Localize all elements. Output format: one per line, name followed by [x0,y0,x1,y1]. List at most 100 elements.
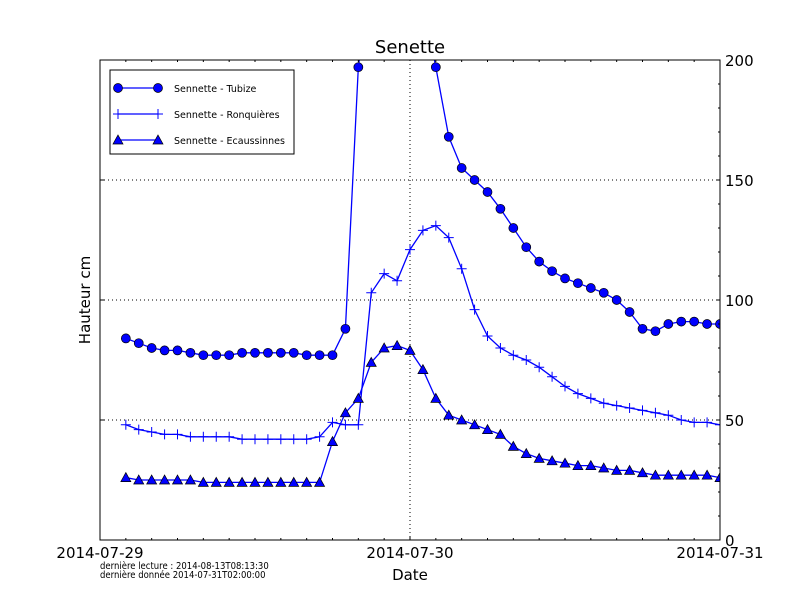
circle-marker [482,187,493,197]
series-circle [120,60,720,361]
plus-marker [198,431,209,442]
circle-marker [340,323,351,334]
triangle-marker [152,134,164,145]
triangle-marker [404,344,416,355]
plus-marker [547,371,558,382]
triangle-marker [275,476,287,487]
plus-marker [637,405,648,416]
circle-marker [456,163,467,173]
triangle-marker [598,462,610,473]
y-tick-label: 50 [725,412,744,430]
circle-marker [120,333,131,344]
plus-marker [495,343,506,353]
x-tick-label: 2014-07-30 [366,544,453,562]
plus-marker [611,400,622,411]
plus-marker [417,225,428,236]
y-tick-label: 0 [725,532,735,550]
plus-marker [650,407,661,418]
triangle-marker [288,476,300,487]
plus-marker [301,434,312,445]
triangle-marker [391,339,403,350]
chart-title: Senette [375,37,445,58]
circle-marker [560,273,570,284]
circle-marker [133,338,144,349]
triangle-marker [326,435,339,446]
x-axis-label: Date [392,566,428,584]
triangle-marker [649,469,662,480]
circle-marker [430,62,441,73]
triangle-marker [365,356,377,367]
triangle-marker [262,476,274,487]
plus-marker [702,417,713,428]
triangle-marker [456,414,468,425]
series-triangle [120,339,720,487]
plus-marker [430,220,441,231]
ticks: 0 50 100 150 200 2014-07-29 2014-07-30 2014-07-… [56,52,763,562]
plus-marker [379,268,390,279]
circle-marker [547,266,557,277]
triangle-marker [662,469,674,480]
triangle-marker [146,474,158,485]
plus-marker [288,434,299,445]
circle-marker [237,347,247,358]
circle-marker [598,287,609,298]
triangle-marker [443,409,455,420]
plus-marker [715,419,720,430]
plus-marker [456,263,467,274]
circle-marker [702,319,712,329]
plus-marker [443,232,454,243]
last-data-note: dernière donnée 2014-07-31T02:00:00 [100,570,266,581]
circle-marker [146,343,157,353]
triangle-marker [120,471,132,482]
triangle-marker [112,134,124,145]
triangle-marker [559,457,571,468]
circle-marker [275,347,286,358]
series-group [120,60,720,487]
plus-marker [120,419,131,430]
circle-marker [113,83,123,93]
triangle-marker [236,476,248,487]
circle-marker [443,131,454,142]
triangle-marker [675,469,687,480]
circle-marker [585,283,596,293]
plus-marker [353,419,364,430]
legend-label: Sennette - Ecaussinnes [174,136,285,147]
triangle-marker [468,419,481,430]
triangle-marker [533,452,545,463]
circle-marker [521,242,532,253]
circle-marker [611,295,622,305]
circle-marker [469,175,480,185]
circle-marker [534,256,545,267]
circle-marker [495,203,506,214]
circle-marker [624,307,635,317]
plus-marker [392,275,403,286]
triangle-marker [481,423,494,434]
circle-marker [153,83,163,93]
triangle-marker [714,471,720,482]
plus-marker [250,434,260,445]
plus-marker [133,424,144,435]
triangle-marker [636,467,649,478]
triangle-marker [572,459,584,470]
circle-marker [211,350,222,361]
circle-marker [508,223,519,233]
circle-marker [198,350,209,361]
plus-marker [275,434,286,445]
circle-marker [301,350,312,361]
plus-marker [469,304,480,315]
plus-marker [585,393,596,404]
triangle-marker [339,407,352,418]
plus-marker [624,403,635,413]
circle-marker [663,319,674,329]
triangle-marker [701,469,713,480]
circle-marker [263,347,273,358]
triangle-marker [313,476,326,487]
last-read-note: dernière lecture : 2014-08-13T08:13:30 [100,561,269,572]
series-plus [120,220,720,445]
plus-marker [224,431,235,442]
triangle-marker [158,474,171,485]
triangle-marker [171,474,184,485]
plus-marker [598,398,609,409]
triangle-marker [585,459,597,470]
